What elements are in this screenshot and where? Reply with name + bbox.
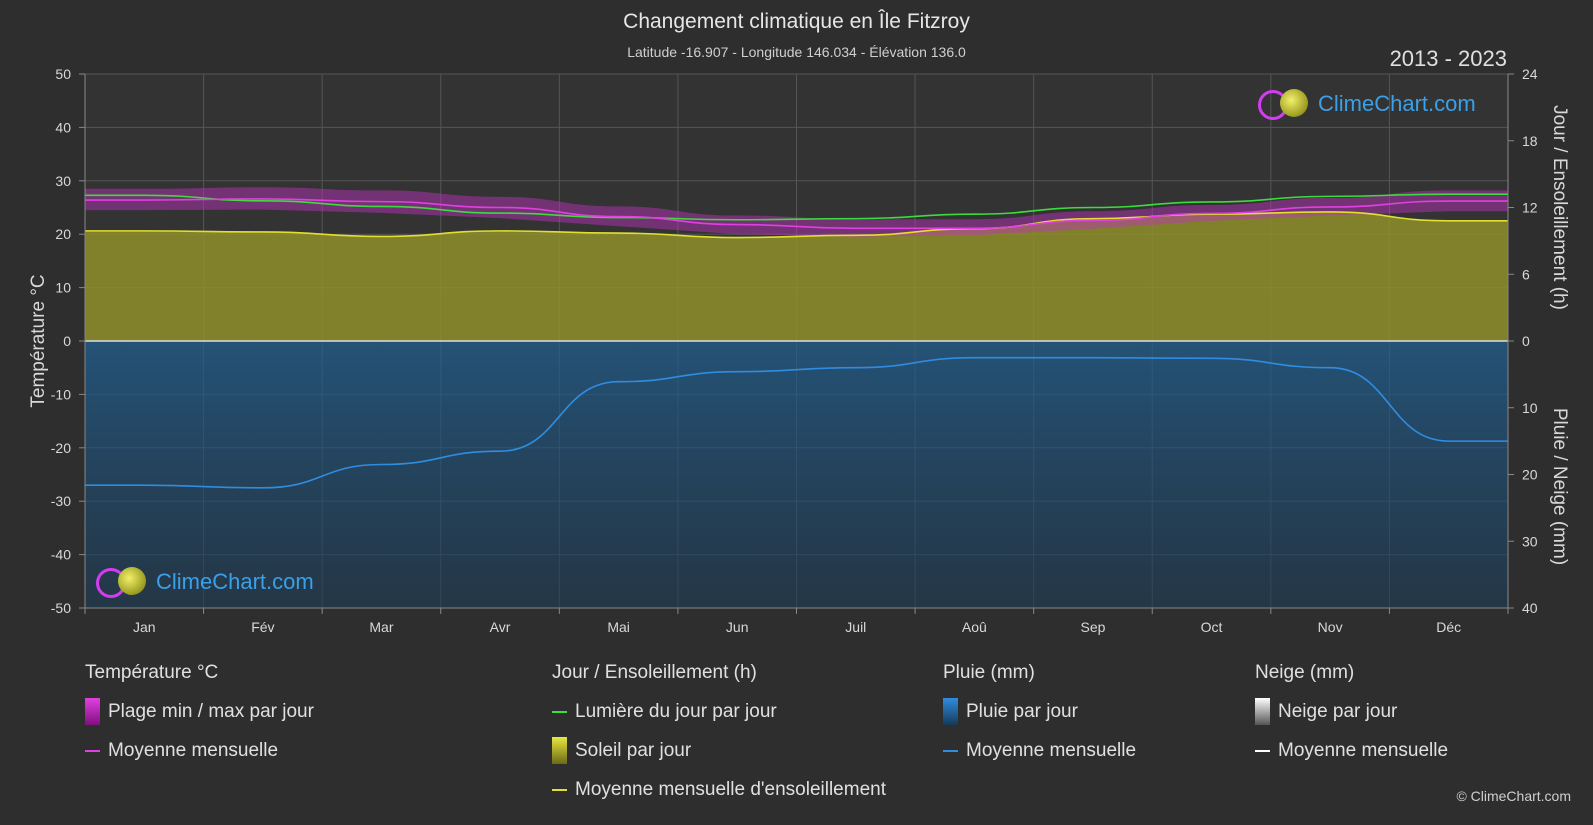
x-tick-label: Jun bbox=[726, 619, 749, 635]
x-tick-label: Oct bbox=[1201, 619, 1223, 635]
chart-marks bbox=[84, 187, 1508, 608]
rain-area bbox=[85, 341, 1508, 608]
legend-snow: Neige (mm) Neige par jour Moyenne mensue… bbox=[1255, 662, 1448, 776]
legend-label: Moyenne mensuelle bbox=[108, 739, 279, 761]
temp-range-swatch bbox=[85, 698, 100, 725]
x-tick-label: Mai bbox=[607, 619, 630, 635]
legend-temperature: Température °C Plage min / max par jour … bbox=[85, 662, 314, 776]
x-tick-label: Jan bbox=[133, 619, 156, 635]
chart-subtitle: Latitude -16.907 - Longitude 146.034 - É… bbox=[627, 44, 966, 60]
legend-heading: Neige (mm) bbox=[1255, 662, 1355, 683]
y-left-tick-label: 20 bbox=[55, 226, 71, 242]
legend-label: Moyenne mensuelle d'ensoleillement bbox=[575, 778, 886, 800]
logo-text: ClimeChart.com bbox=[156, 569, 314, 594]
y-right-top-tick-label: 0 bbox=[1522, 333, 1530, 349]
sunshine-swatch bbox=[552, 737, 567, 764]
legend-item: Moyenne mensuelle d'ensoleillement bbox=[552, 776, 886, 803]
legend-heading: Température °C bbox=[85, 662, 219, 683]
sun-mean-swatch bbox=[552, 788, 567, 791]
x-tick-label: Nov bbox=[1318, 619, 1343, 635]
x-tick-label: Juil bbox=[845, 619, 866, 635]
legend-label: Plage min / max par jour bbox=[108, 700, 314, 722]
snow-mean-swatch bbox=[1255, 749, 1270, 752]
year-range: 2013 - 2023 bbox=[1389, 46, 1507, 71]
y-left-tick-label: -30 bbox=[51, 493, 71, 509]
logo-icon bbox=[96, 566, 152, 598]
y-right-bottom-tick-label: 30 bbox=[1522, 533, 1538, 549]
legend-heading: Jour / Ensoleillement (h) bbox=[552, 662, 757, 683]
logo-text: ClimeChart.com bbox=[1318, 91, 1476, 116]
rain-mean-line bbox=[84, 356, 1508, 489]
y-left-tick-label: 40 bbox=[55, 119, 71, 135]
daylight-swatch bbox=[552, 710, 567, 713]
temperature-mean-line bbox=[84, 198, 1508, 230]
y-left-axis-title: Température °C bbox=[28, 274, 49, 407]
legend-label: Moyenne mensuelle bbox=[1278, 739, 1449, 761]
axes: 50 40 30 20 10 0 -10 -20 -30 -40 -50 24 18 12 6 0 10 20 30… bbox=[28, 66, 1570, 635]
sunshine-mean-line bbox=[84, 211, 1508, 239]
legend-sun: Jour / Ensoleillement (h) Lumière du jou… bbox=[552, 662, 886, 815]
y-right-top-tick-label: 12 bbox=[1522, 200, 1538, 216]
y-right-bottom-tick-label: 10 bbox=[1522, 400, 1538, 416]
y-left-tick-label: 0 bbox=[63, 333, 71, 349]
x-tick-label: Avr bbox=[490, 619, 511, 635]
y-right-bottom-tick-label: 40 bbox=[1522, 600, 1538, 616]
legend-label: Neige par jour bbox=[1278, 700, 1398, 722]
y-left-tick-label: -10 bbox=[51, 386, 71, 402]
legend-label: Lumière du jour par jour bbox=[575, 700, 777, 722]
legend-rain: Pluie (mm) Pluie par jour Moyenne mensue… bbox=[943, 662, 1136, 776]
x-tick-label: Mar bbox=[369, 619, 393, 635]
y-right-top-tick-label: 18 bbox=[1522, 133, 1538, 149]
legend-item: Moyenne mensuelle bbox=[1255, 737, 1448, 764]
legend-heading: Pluie (mm) bbox=[943, 662, 1035, 683]
logo-top[interactable]: ClimeChart.com bbox=[1258, 88, 1476, 120]
logo-bottom[interactable]: ClimeChart.com bbox=[96, 566, 314, 598]
y-left-tick-label: 30 bbox=[55, 173, 71, 189]
x-tick-label: Fév bbox=[251, 619, 274, 635]
sunshine-area bbox=[85, 211, 1508, 341]
y-left-tick-label: 10 bbox=[55, 280, 71, 296]
legend-label: Pluie par jour bbox=[966, 700, 1078, 722]
y-right-bottom-tick-label: 20 bbox=[1522, 467, 1538, 483]
snow-swatch bbox=[1255, 698, 1270, 725]
legend-item: Moyenne mensuelle bbox=[85, 737, 314, 764]
legend-item: Moyenne mensuelle bbox=[943, 737, 1136, 764]
y-right-top-tick-label: 6 bbox=[1522, 266, 1530, 282]
y-right-top-axis-title: Jour / Ensoleillement (h) bbox=[1549, 105, 1570, 310]
x-tick-label: Déc bbox=[1436, 619, 1461, 635]
x-tick-label: Aoû bbox=[962, 619, 987, 635]
rain-mean-swatch bbox=[943, 749, 958, 752]
legend-item: Neige par jour bbox=[1255, 698, 1448, 725]
temp-range-band bbox=[85, 187, 1508, 237]
legend-item: Lumière du jour par jour bbox=[552, 698, 886, 725]
legend-item: Pluie par jour bbox=[943, 698, 1136, 725]
copyright: © ClimeChart.com bbox=[1456, 788, 1571, 804]
y-left-tick-label: -40 bbox=[51, 547, 71, 563]
legend-item: Plage min / max par jour bbox=[85, 698, 314, 725]
y-left-tick-label: -20 bbox=[51, 440, 71, 456]
y-left-tick-label: -50 bbox=[51, 600, 71, 616]
x-tick-label: Sep bbox=[1080, 619, 1105, 635]
daylight-line bbox=[85, 193, 1508, 221]
legend-label: Soleil par jour bbox=[575, 739, 692, 761]
legend-label: Moyenne mensuelle bbox=[966, 739, 1137, 761]
y-left-tick-label: 50 bbox=[55, 66, 71, 82]
y-right-top-tick-label: 24 bbox=[1522, 66, 1538, 82]
temp-mean-swatch bbox=[85, 749, 100, 752]
y-right-bottom-axis-title: Pluie / Neige (mm) bbox=[1549, 408, 1570, 565]
rain-swatch bbox=[943, 698, 958, 725]
chart-title: Changement climatique en Île Fitzroy bbox=[623, 10, 970, 33]
logo-icon bbox=[1258, 88, 1314, 120]
legend-item: Soleil par jour bbox=[552, 737, 886, 764]
